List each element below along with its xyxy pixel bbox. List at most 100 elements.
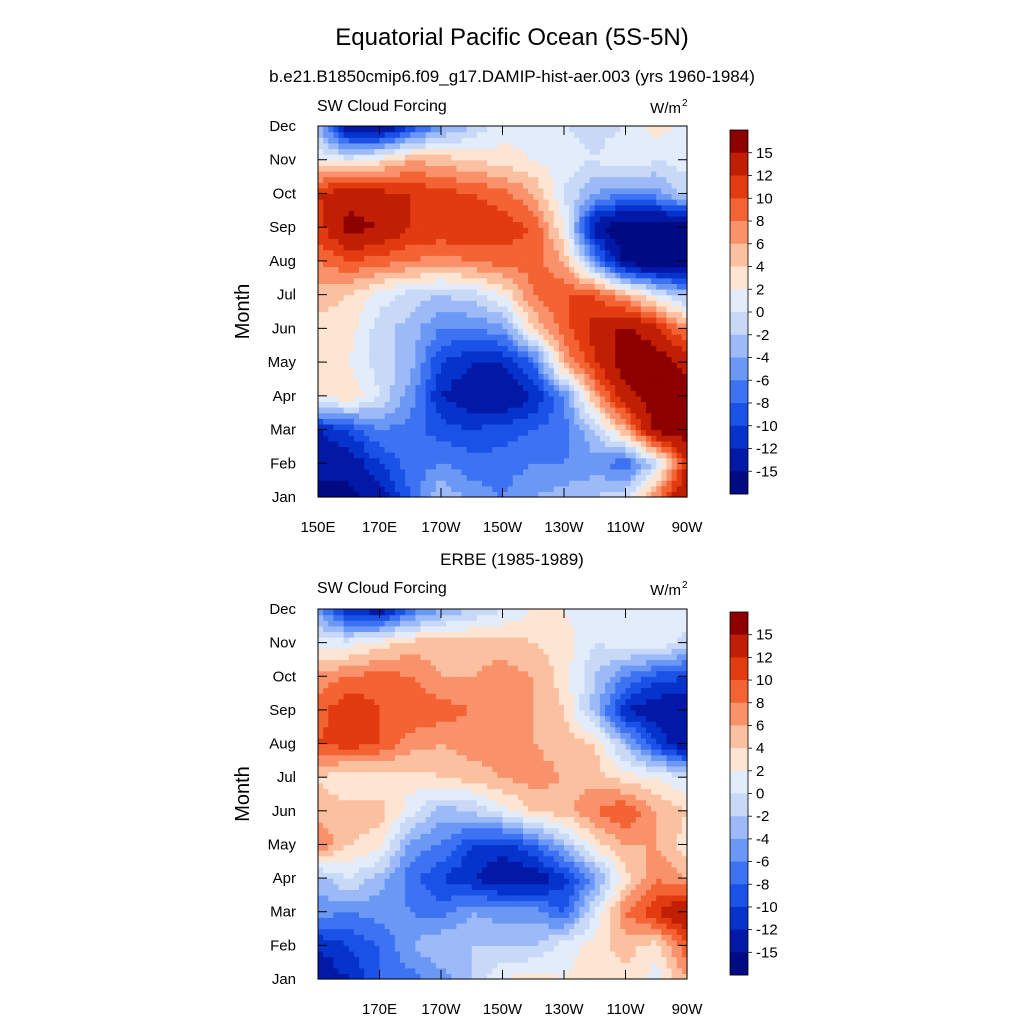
heatmap-cell bbox=[564, 250, 570, 256]
heatmap-cell bbox=[477, 210, 483, 216]
heatmap-cell bbox=[656, 188, 662, 194]
heatmap-cell bbox=[415, 334, 421, 340]
heatmap-cell bbox=[415, 267, 421, 273]
heatmap-cell bbox=[626, 182, 632, 188]
heatmap-cell bbox=[497, 143, 503, 149]
heatmap-cell bbox=[554, 968, 560, 974]
heatmap-cell bbox=[390, 407, 396, 413]
heatmap-cell bbox=[503, 222, 509, 228]
heatmap-cell bbox=[518, 199, 524, 205]
heatmap-cell bbox=[497, 435, 503, 441]
heatmap-cell bbox=[415, 233, 421, 239]
heatmap-cell bbox=[477, 154, 483, 160]
heatmap-cell bbox=[549, 261, 555, 267]
heatmap-cell bbox=[641, 435, 647, 441]
heatmap-cell bbox=[374, 390, 380, 396]
heatmap-cell bbox=[374, 463, 380, 469]
heatmap-cell bbox=[590, 154, 596, 160]
heatmap-cell bbox=[610, 188, 616, 194]
heatmap-cell bbox=[477, 261, 483, 267]
heatmap-cell bbox=[564, 300, 570, 306]
heatmap-cell bbox=[564, 289, 570, 295]
heatmap-cell bbox=[390, 328, 396, 334]
heatmap-cell bbox=[472, 182, 478, 188]
heatmap-cell bbox=[579, 390, 585, 396]
heatmap-cell bbox=[518, 418, 524, 424]
heatmap-cell bbox=[374, 244, 380, 250]
heatmap-cell bbox=[667, 463, 673, 469]
heatmap-cell bbox=[456, 424, 462, 430]
heatmap-cell bbox=[431, 486, 437, 492]
heatmap-cell bbox=[677, 177, 683, 183]
heatmap-cell bbox=[349, 171, 355, 177]
heatmap-cell bbox=[656, 486, 662, 492]
heatmap-cell bbox=[328, 351, 334, 357]
heatmap-cell bbox=[544, 452, 550, 458]
heatmap-cell bbox=[333, 413, 339, 419]
heatmap-cell bbox=[482, 385, 488, 391]
heatmap-cell bbox=[600, 148, 606, 154]
heatmap-cell bbox=[590, 458, 596, 464]
heatmap-cell bbox=[328, 250, 334, 256]
heatmap-cell bbox=[333, 452, 339, 458]
heatmap-cell bbox=[462, 328, 468, 334]
heatmap-cell bbox=[620, 295, 626, 301]
heatmap-cell bbox=[451, 216, 457, 222]
heatmap-cell bbox=[672, 210, 678, 216]
heatmap-cell bbox=[636, 413, 642, 419]
heatmap-cell bbox=[615, 171, 621, 177]
heatmap-cell bbox=[538, 289, 544, 295]
heatmap-cell bbox=[610, 132, 616, 138]
heatmap-cell bbox=[472, 435, 478, 441]
heatmap-cell bbox=[569, 312, 575, 318]
heatmap-cell bbox=[497, 452, 503, 458]
heatmap-cell bbox=[431, 351, 437, 357]
heatmap-cell bbox=[395, 255, 401, 261]
heatmap-cell bbox=[667, 267, 673, 273]
heatmap-cell bbox=[339, 317, 345, 323]
heatmap-cell bbox=[421, 177, 427, 183]
heatmap-cell bbox=[456, 227, 462, 233]
heatmap-cell bbox=[626, 458, 632, 464]
heatmap-cell bbox=[410, 446, 416, 452]
heatmap-cell bbox=[467, 193, 473, 199]
heatmap-cell bbox=[677, 441, 683, 447]
heatmap-cell bbox=[646, 390, 652, 396]
heatmap-cell bbox=[492, 300, 498, 306]
heatmap-cell bbox=[631, 413, 637, 419]
heatmap-cell bbox=[533, 261, 539, 267]
heatmap-cell bbox=[626, 475, 632, 481]
heatmap-cell bbox=[564, 323, 570, 329]
heatmap-cell bbox=[620, 418, 626, 424]
heatmap-cell bbox=[374, 300, 380, 306]
heatmap-cell bbox=[615, 272, 621, 278]
heatmap-cell bbox=[364, 278, 370, 284]
heatmap-cell bbox=[385, 300, 391, 306]
heatmap-cell bbox=[677, 368, 683, 374]
heatmap-cell bbox=[579, 222, 585, 228]
heatmap-cell bbox=[487, 486, 493, 492]
heatmap-cell bbox=[544, 401, 550, 407]
heatmap-cell bbox=[364, 216, 370, 222]
heatmap-cell bbox=[636, 250, 642, 256]
heatmap-cell bbox=[467, 205, 473, 211]
heatmap-cell bbox=[677, 143, 683, 149]
heatmap-cell bbox=[405, 435, 411, 441]
colorbar-label: -12 bbox=[756, 441, 778, 458]
heatmap-cell bbox=[421, 244, 427, 250]
heatmap-cell bbox=[431, 356, 437, 362]
heatmap-cell bbox=[636, 126, 642, 132]
heatmap-cell bbox=[574, 480, 580, 486]
heatmap-cell bbox=[559, 430, 565, 436]
heatmap-cell bbox=[574, 289, 580, 295]
heatmap-cell bbox=[569, 143, 575, 149]
heatmap-cell bbox=[677, 148, 683, 154]
heatmap-cell bbox=[656, 171, 662, 177]
heatmap-cell bbox=[462, 306, 468, 312]
heatmap-cell bbox=[523, 295, 529, 301]
heatmap-cell bbox=[503, 328, 509, 334]
heatmap-cell bbox=[395, 137, 401, 143]
heatmap-cell bbox=[595, 255, 601, 261]
heatmap-cell bbox=[636, 272, 642, 278]
heatmap-cell bbox=[626, 334, 632, 340]
